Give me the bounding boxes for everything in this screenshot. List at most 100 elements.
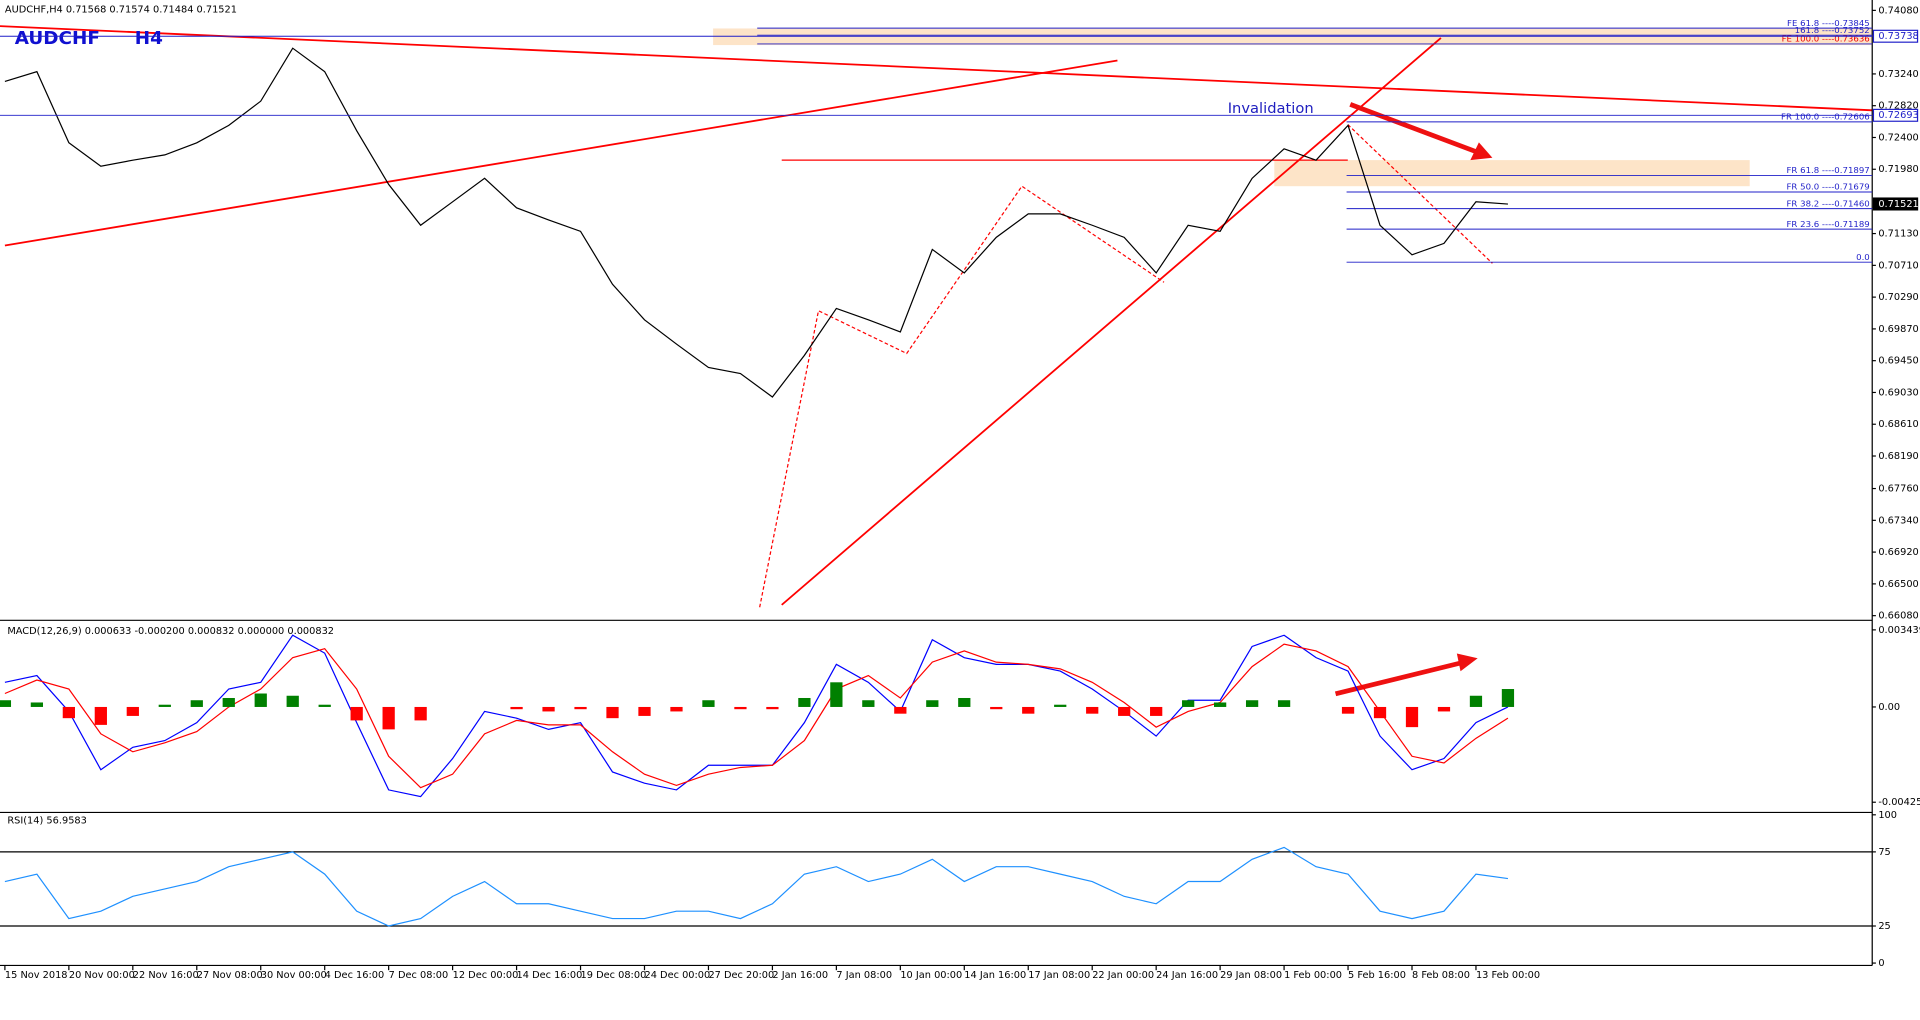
x-tick-label: 7 Dec 08:00	[389, 970, 449, 981]
level-label: 0.0	[1856, 252, 1870, 262]
y-tick-label: 0.66500	[1878, 579, 1918, 590]
histogram-bar	[1437, 706, 1451, 712]
x-tick-label: 24 Jan 16:00	[1156, 970, 1218, 981]
histogram-bar	[62, 706, 75, 719]
histogram-bar	[190, 700, 203, 707]
histogram-bar	[670, 706, 683, 712]
histogram-bar	[158, 704, 171, 707]
histogram-bar	[1213, 702, 1227, 707]
histogram-bar	[1118, 706, 1131, 716]
chart-title: AUDCHF,H4 0.71568 0.71574 0.71484 0.7152…	[5, 5, 237, 16]
y-tick-label: 0.66920	[1878, 547, 1918, 558]
histogram-bar	[606, 706, 619, 719]
zone	[1274, 160, 1750, 187]
y-tick-label: 0.69030	[1878, 388, 1918, 399]
histogram-bar	[1277, 700, 1291, 707]
level-label: FE 100.0 ----0.73636	[1782, 34, 1870, 44]
histogram-bar	[1150, 706, 1163, 716]
level-label: FE 61.8 ----0.73845	[1787, 18, 1870, 28]
histogram-bar	[1086, 706, 1099, 714]
histogram-bar	[510, 706, 523, 710]
x-tick-label: 30 Nov 00:00	[261, 970, 327, 981]
y-tick-label: 0.003439	[1878, 625, 1920, 636]
macd-title: MACD(12,26,9) 0.000633 -0.000200 0.00083…	[7, 626, 334, 637]
x-tick-label: 22 Jan 00:00	[1092, 970, 1154, 981]
annotation: Invalidation	[1228, 101, 1314, 117]
trendline	[0, 25, 1873, 112]
level-label: FR 61.8 ----0.71897	[1787, 165, 1870, 175]
trendline	[781, 37, 1442, 606]
y-tick-label: 0.71130	[1878, 229, 1918, 240]
level-label: 161.8 ----0.73752	[1795, 25, 1870, 35]
zone	[713, 28, 1873, 46]
y-tick-label: 0.70710	[1878, 260, 1918, 271]
y-tick-label: 0.66080	[1878, 611, 1918, 622]
y-tick-label: 0	[1878, 958, 1884, 969]
macd-line	[4, 634, 1509, 798]
x-tick-label: 14 Dec 16:00	[517, 970, 583, 981]
histogram-bar	[1245, 700, 1259, 707]
histogram-bar	[222, 697, 235, 707]
y-tick-label: 0.70290	[1878, 292, 1918, 303]
price-line	[4, 47, 1508, 398]
arrow	[1349, 102, 1478, 155]
price-tag-label: 0.72693	[1878, 110, 1918, 121]
y-tick-label: 75	[1878, 847, 1890, 858]
price-tag	[1872, 29, 1919, 43]
histogram-bar	[766, 706, 779, 710]
x-tick-label: 13 Feb 00:00	[1476, 970, 1540, 981]
level-label: FR 50.0 ----0.71679	[1787, 182, 1870, 192]
rsi-line	[4, 846, 1509, 927]
x-tick-label: 12 Dec 00:00	[453, 970, 519, 981]
price-tag-label: 0.73738	[1878, 31, 1918, 42]
histogram-bar	[382, 706, 395, 730]
x-tick-label: 19 Dec 08:00	[581, 970, 647, 981]
price-tag	[1872, 108, 1919, 122]
histogram-bar	[894, 706, 907, 714]
x-tick-label: 24 Dec 00:00	[644, 970, 710, 981]
histogram-bar	[862, 700, 875, 707]
histogram-bar	[830, 682, 843, 707]
histogram-bar	[30, 702, 44, 707]
y-tick-label: 25	[1878, 921, 1890, 932]
x-tick-label: 20 Nov 00:00	[69, 970, 135, 981]
y-tick-label: 100	[1878, 810, 1897, 821]
level-label: FR 100.0 ----0.72606	[1781, 112, 1870, 122]
histogram-bar	[1405, 706, 1419, 728]
y-tick-label: 0.68190	[1878, 451, 1918, 462]
histogram-bar	[958, 697, 971, 707]
y-tick-label: 0.74080	[1878, 5, 1918, 16]
y-tick-label: 0.68610	[1878, 419, 1918, 430]
histogram-bar	[1022, 706, 1035, 714]
histogram-bar	[254, 693, 267, 707]
histogram-bar	[1341, 706, 1355, 714]
rsi-title: RSI(14) 56.9583	[7, 816, 87, 827]
histogram-bar	[126, 706, 139, 716]
timeframe: H4	[135, 28, 163, 49]
x-tick-label: 4 Dec 16:00	[325, 970, 385, 981]
histogram-bar	[702, 700, 715, 707]
y-tick-label: 0.72820	[1878, 101, 1918, 112]
histogram-bar	[1501, 689, 1515, 707]
y-tick-label: 0.69450	[1878, 356, 1918, 367]
x-tick-label: 22 Nov 16:00	[133, 970, 199, 981]
histogram-bar	[1182, 700, 1195, 707]
histogram-bar	[1373, 706, 1387, 719]
histogram-bar	[798, 697, 811, 707]
symbol: AUDCHF	[15, 28, 100, 49]
histogram-bar	[318, 704, 331, 707]
x-tick-label: 8 Feb 08:00	[1412, 970, 1470, 981]
x-tick-label: 2 Jan 16:00	[772, 970, 828, 981]
x-tick-label: 15 Nov 2018	[5, 970, 68, 981]
histogram-bar	[734, 706, 747, 710]
x-tick-label: 27 Nov 08:00	[197, 970, 263, 981]
y-tick-label: -0.00425	[1878, 797, 1920, 808]
histogram-bar	[414, 706, 427, 721]
y-tick-label: 0.72400	[1878, 133, 1918, 144]
x-tick-label: 5 Feb 16:00	[1348, 970, 1406, 981]
level-label: FR 23.6 ----0.71189	[1787, 219, 1870, 229]
histogram-bar	[990, 706, 1003, 710]
